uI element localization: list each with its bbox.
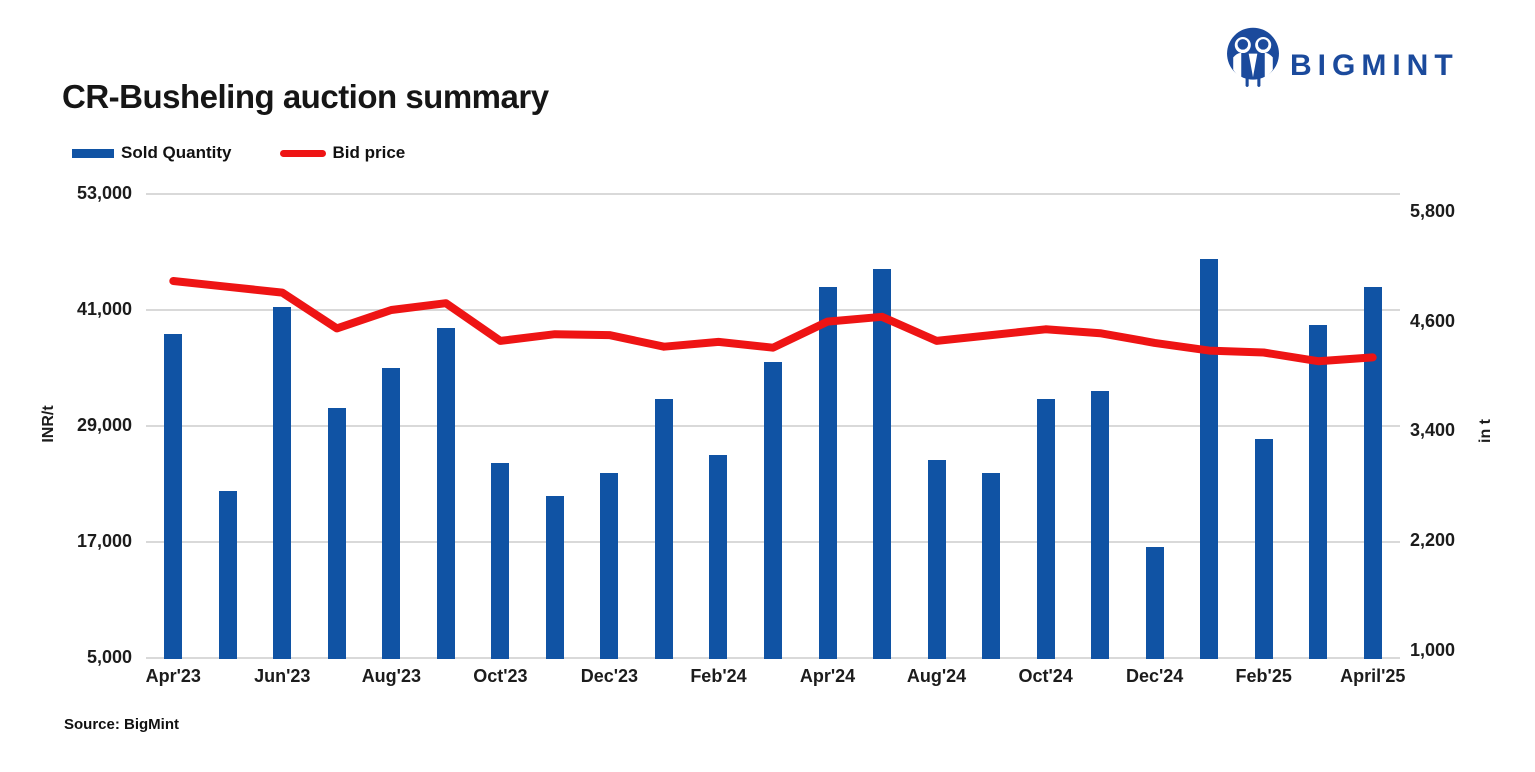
sold-quantity-bar <box>1145 547 1164 659</box>
sold-quantity-bar <box>327 407 346 659</box>
sold-quantity-bar <box>218 490 237 659</box>
sold-quantity-bar <box>1254 438 1273 659</box>
bid-price-line <box>169 277 1377 366</box>
sold-quantity-bar <box>1309 325 1328 659</box>
legend-label-bid-price: Bid price <box>332 143 406 162</box>
x-axis-label: Apr'23 <box>145 666 201 686</box>
sold-quantity-bar <box>927 459 946 659</box>
y-axis-tick-left: 5,000 <box>86 647 132 667</box>
bigmint-people-icon <box>1222 24 1284 97</box>
y-axis-tick-left: 17,000 <box>76 531 132 551</box>
sold-quantity-bar <box>654 399 673 659</box>
sold-quantity-bar <box>491 463 510 659</box>
source-note: Source: BigMint <box>64 716 179 733</box>
x-axis-label: Aug'24 <box>906 666 967 686</box>
sold-quantity-bar <box>1363 286 1382 659</box>
sold-quantity-bar <box>164 333 183 659</box>
x-axis-label: Dec'23 <box>580 666 639 686</box>
x-axis-label: April'25 <box>1340 666 1406 686</box>
sold-quantity-bar <box>1200 258 1219 659</box>
sold-quantity-bar <box>1036 399 1055 659</box>
y-axis-tick-right: 1,000 <box>1410 639 1456 660</box>
sold-quantity-bar <box>382 368 401 659</box>
chart-title: CR-Busheling auction summary <box>62 78 549 115</box>
x-axis-label: Oct'24 <box>1018 666 1073 686</box>
legend-bar-swatch <box>72 148 114 158</box>
x-axis-label: Oct'23 <box>473 666 528 686</box>
right-axis-title: in t <box>1477 419 1494 443</box>
left-axis-title: INR/t <box>40 405 57 443</box>
x-axis-label: Feb'24 <box>690 666 747 686</box>
x-axis-label: Feb'25 <box>1235 666 1292 686</box>
y-axis-tick-right: 5,800 <box>1410 201 1456 221</box>
sold-quantity-bar <box>709 455 728 659</box>
sold-quantity-bar <box>273 307 292 659</box>
sold-quantity-bar <box>818 286 837 659</box>
sold-quantity-bar <box>545 496 564 659</box>
brand-text: BIGMINT <box>1290 48 1459 82</box>
sold-quantity-bar <box>982 472 1001 659</box>
x-axis-label: Jun'23 <box>254 666 311 686</box>
y-axis-tick-left: 53,000 <box>76 183 132 203</box>
legend-label-sold-quantity: Sold Quantity <box>121 143 232 162</box>
x-axis-label: Aug'23 <box>361 666 421 686</box>
x-axis-label: Apr'24 <box>799 666 856 686</box>
y-axis-tick-right: 2,200 <box>1410 530 1456 551</box>
legend-line-swatch <box>279 149 326 157</box>
legend: Sold Quantity Bid price <box>72 143 453 163</box>
x-axis-label: Dec'24 <box>1125 666 1184 686</box>
sold-quantity-bar <box>600 473 619 659</box>
bigmint-logo: BIGMINT <box>1222 24 1459 97</box>
y-axis-tick-left: 29,000 <box>76 415 132 435</box>
sold-quantity-bar <box>436 328 455 659</box>
y-axis-tick-right: 3,400 <box>1410 420 1456 441</box>
sold-quantity-bar <box>1091 391 1110 659</box>
gridline <box>146 193 1400 195</box>
sold-quantity-bar <box>873 268 892 659</box>
sold-quantity-bar <box>764 361 782 659</box>
y-axis-tick-right: 4,600 <box>1410 310 1456 331</box>
y-axis-tick-left: 41,000 <box>76 299 132 319</box>
